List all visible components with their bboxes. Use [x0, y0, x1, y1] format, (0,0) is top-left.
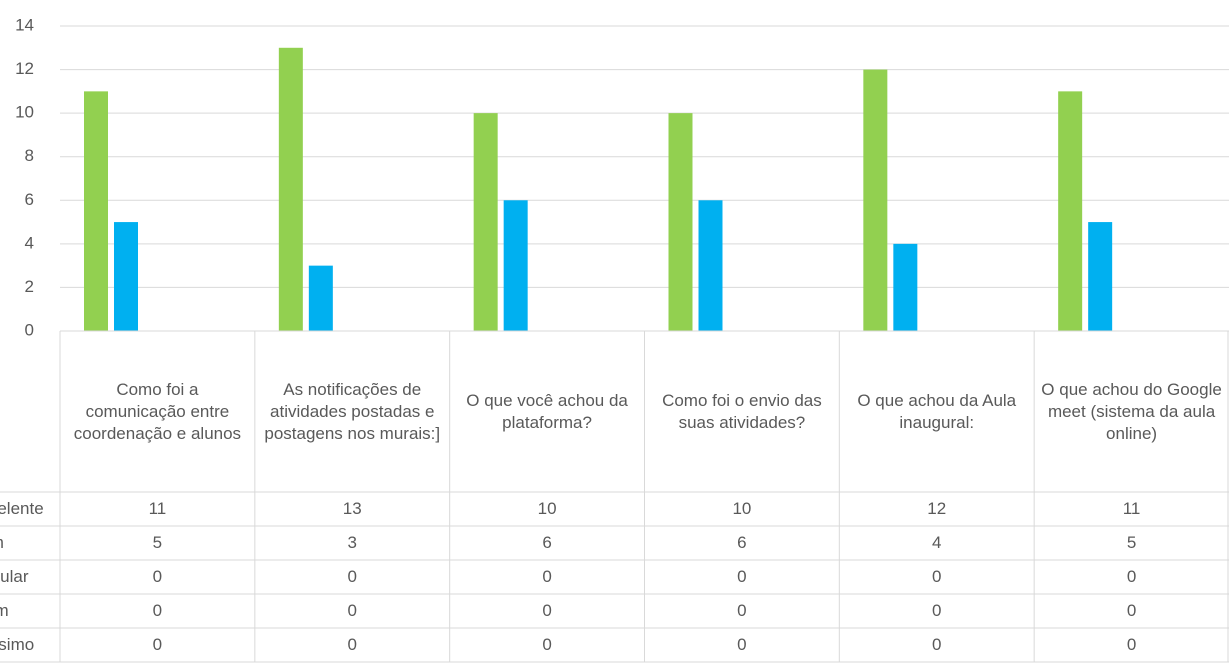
y-tick-label: 12 [15, 59, 34, 78]
legend-label: Excelente [0, 499, 44, 518]
table-value: 0 [1126, 567, 1137, 586]
bar [1088, 222, 1113, 331]
table-value: 0 [152, 567, 163, 586]
y-tick-label: 4 [25, 233, 34, 252]
y-tick-label: 10 [15, 103, 34, 122]
bar [84, 91, 108, 331]
table-value: 0 [542, 601, 552, 620]
table-value: 13 [342, 499, 362, 518]
table-value: 0 [1126, 635, 1137, 654]
table-value: 0 [152, 601, 163, 620]
x-tick-label: O que você achou da plataforma? [466, 390, 628, 432]
table-value: 0 [1126, 601, 1137, 620]
table-value: 11 [1122, 499, 1141, 518]
y-tick-label: 8 [25, 146, 34, 165]
y-tick-label: 0 [25, 320, 34, 339]
x-tick-label: Como foi a comunicação entre coordenação… [73, 379, 242, 443]
table-value: 6 [542, 533, 552, 552]
table-value: 0 [347, 567, 357, 586]
table-value: 0 [932, 567, 942, 586]
table-value: 10 [732, 499, 752, 518]
bar [308, 265, 333, 331]
bar [698, 200, 723, 331]
bar [1058, 91, 1083, 331]
table-value: 5 [1126, 533, 1137, 552]
y-tick-label: 14 [15, 15, 34, 34]
table-value: 0 [542, 635, 552, 654]
table-value: 10 [537, 499, 557, 518]
table-value: 0 [347, 635, 357, 654]
table-value: 6 [737, 533, 747, 552]
table-value: 4 [932, 533, 942, 552]
legend-label: Ruim [0, 601, 9, 620]
bar [893, 243, 918, 331]
bar [503, 200, 528, 331]
table-value: 0 [347, 601, 357, 620]
table-value: 11 [148, 499, 167, 518]
table-value: 0 [932, 601, 942, 620]
y-tick-label: 2 [25, 277, 34, 296]
table-value: 0 [932, 635, 942, 654]
bar [114, 222, 138, 331]
table-value: 0 [152, 635, 163, 654]
table-value: 12 [927, 499, 947, 518]
bar [278, 47, 303, 332]
legend-label: Bom [0, 526, 4, 560]
table-value: 5 [152, 533, 163, 552]
table-value: 0 [737, 601, 747, 620]
table-value: 3 [347, 533, 357, 552]
x-tick-label: As notificações de atividades postadas e… [264, 379, 441, 443]
legend-label: Péssimo [0, 635, 35, 654]
bar [473, 113, 498, 332]
table-value: 0 [737, 635, 747, 654]
bar [668, 113, 693, 332]
bar [863, 69, 888, 332]
x-tick-label: O que achou do Google meet (sistema da a… [1041, 379, 1222, 443]
table-value: 0 [737, 567, 747, 586]
x-tick-label: O que achou da Aula inaugural: [857, 390, 1017, 432]
table-value: 0 [542, 567, 552, 586]
y-tick-label: 6 [25, 190, 34, 209]
x-tick-label: Como foi o envio das suas atividades? [662, 390, 822, 432]
legend-label: Regular [0, 567, 29, 586]
